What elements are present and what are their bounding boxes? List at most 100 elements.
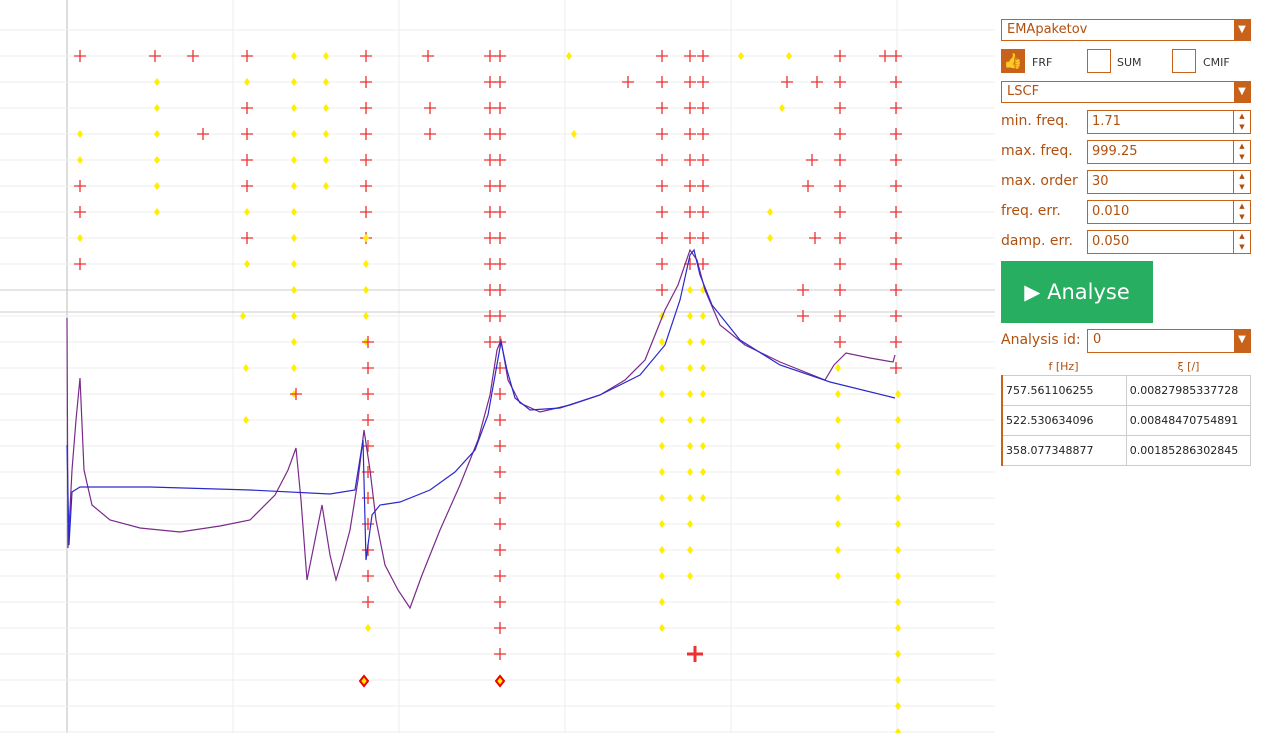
pole-unstable [494,258,506,270]
select-arrow: ▼ [1234,20,1250,40]
pole-unstable [890,336,902,348]
pole-unstable [494,310,506,322]
pole-unstable [684,232,696,244]
pole-stable [243,416,249,424]
pole-unstable [241,50,253,62]
pole-unstable [362,362,374,374]
pole-stable [895,442,901,450]
pole-unstable [890,284,902,296]
pole-stable [291,260,297,268]
pole-unstable [890,310,902,322]
pole-unstable [890,76,902,88]
pole-stable [835,572,841,580]
select-arrow: ▼ [1234,82,1250,102]
pole-unstable [494,596,506,608]
pole-unstable [494,388,506,400]
number-input[interactable]: 1.71 ▲ ▼ [1087,110,1251,134]
spinner: ▲ ▼ [1233,111,1250,133]
pole-unstable [494,232,506,244]
number-input[interactable]: 0.010 ▲ ▼ [1087,200,1251,224]
pole-stable [244,208,250,216]
pole-unstable [834,154,846,166]
pole-unstable [834,128,846,140]
pole-unstable [494,518,506,530]
pole-unstable [806,154,818,166]
pole-stable [895,624,901,632]
checkbox[interactable] [1172,49,1196,73]
pole-unstable [834,76,846,88]
number-input[interactable]: 30 ▲ ▼ [1087,170,1251,194]
pole-stable [659,364,665,372]
pole-unstable [684,76,696,88]
frf-measured [66,248,896,610]
pole-stable [291,78,297,86]
pole-unstable [360,102,372,114]
checkbox[interactable] [1087,49,1111,73]
analysis-select[interactable]: 0 ▼ [1087,329,1251,353]
pole-unstable [890,128,902,140]
pole-stable [687,312,693,320]
number-input[interactable]: 0.050 ▲ ▼ [1087,230,1251,254]
pole-stable [700,468,706,476]
pole-stable [323,104,329,112]
algorithm-select[interactable]: LSCF ▼ [1001,81,1251,103]
input-text: 30 [1092,174,1109,189]
pole-unstable [697,154,709,166]
table-cell: 0.00827985337728 [1125,375,1252,406]
select-text: 0 [1093,332,1102,347]
pole-stable [323,78,329,86]
pole-unstable [834,258,846,270]
pole-unstable [494,440,506,452]
checkbox[interactable]: 👍 [1001,49,1025,73]
pole-stable [240,312,246,320]
pole-unstable [809,232,821,244]
select-text: LSCF [1007,84,1040,99]
spinner: ▲ ▼ [1233,201,1250,223]
table-cell: 358.077348877 [1001,435,1127,466]
input-text: 999.25 [1092,144,1138,159]
pole-unstable [74,180,86,192]
field-label: max. freq. [1001,143,1073,159]
pole-unstable [494,414,506,426]
pole-stable [767,234,773,242]
pole-unstable [241,154,253,166]
pole-stable [291,338,297,346]
pole-stable [895,728,901,733]
input-text: 0.010 [1092,204,1130,219]
pole-stable [687,572,693,580]
number-input[interactable]: 999.25 ▲ ▼ [1087,140,1251,164]
pole-unstable [834,232,846,244]
method-select[interactable]: EMApaketov ▼ [1001,19,1251,41]
pole-stable [365,624,371,632]
pole-unstable [684,50,696,62]
pole-stable [291,130,297,138]
pole-unstable [684,206,696,218]
pole-unstable [890,154,902,166]
table-row: 522.530634096 0.00848470754891 [1001,405,1252,436]
pole-stable [700,312,706,320]
pole-stable [154,182,160,190]
pole-stable [895,468,901,476]
pole-unstable [656,206,668,218]
pole-stable [895,572,901,580]
pole-unstable [362,414,374,426]
field-label: freq. err. [1001,203,1061,219]
analyse-button[interactable]: ▶ Analyse [1001,261,1153,323]
pole-unstable [362,570,374,582]
pole-stable [700,338,706,346]
checkbox-label: FRF [1032,56,1053,69]
pole-stable [659,338,665,346]
pole-unstable [360,76,372,88]
pole-stable [154,156,160,164]
pole-stable [291,234,297,242]
pole-stable [738,52,744,60]
pole-unstable [494,622,506,634]
pole-unstable [687,646,703,662]
pole-stable [659,624,665,632]
pole-unstable [360,154,372,166]
pole-stable [895,702,901,710]
pole-unstable [697,180,709,192]
pole-unstable [684,128,696,140]
field-label: Analysis id: [1001,332,1081,348]
